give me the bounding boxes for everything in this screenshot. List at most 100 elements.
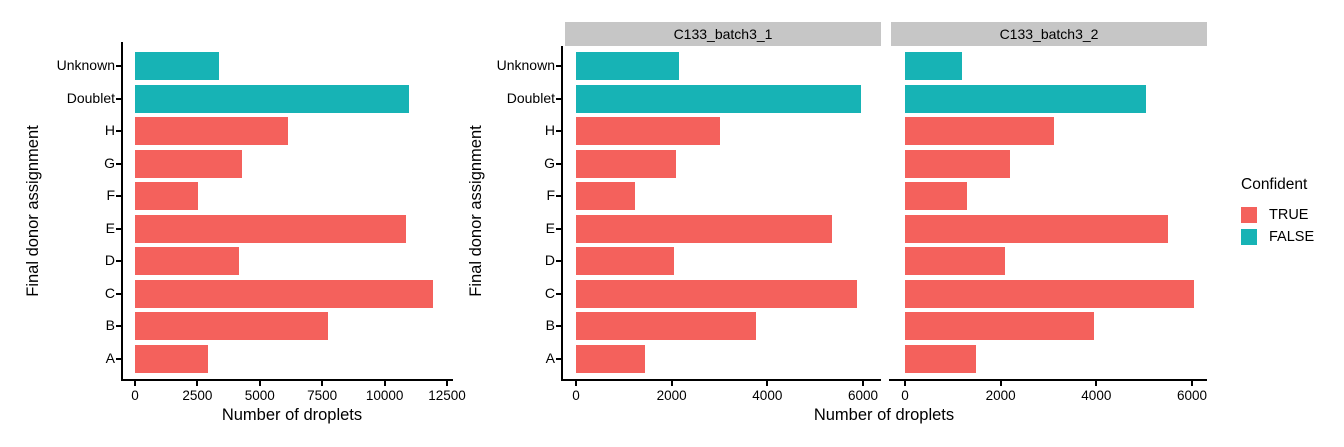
legend-label-true: TRUE (1269, 207, 1309, 223)
x-tick-label-0: 0 (901, 388, 909, 403)
y-tick-label-E: E (545, 219, 555, 236)
y-tick-label-A: A (105, 349, 115, 366)
x-axis-line (889, 379, 1207, 381)
bar-C133_batch3_1-B (576, 312, 756, 341)
x-tick-mark (766, 381, 769, 386)
y-tick-label-D: D (104, 252, 115, 269)
x-tick-label-7500: 7500 (307, 388, 338, 403)
bar-C133_batch3_2-G (905, 149, 1010, 178)
y-tick-mark (116, 227, 121, 230)
y-tick-label-G: G (104, 154, 115, 171)
bar-C133_batch3_2-H (905, 117, 1054, 146)
y-tick-mark (556, 162, 561, 165)
x-tick-mark (383, 381, 386, 386)
x-tick-mark (258, 381, 261, 386)
bar-C133_batch3_1-A (576, 344, 645, 373)
x-tick-mark (575, 381, 577, 386)
y-tick-label-H: H (544, 122, 555, 139)
y-tick-mark (116, 97, 121, 100)
bar-C133_batch3_2-B (905, 312, 1094, 341)
x-tick-label-6000: 6000 (847, 388, 879, 403)
y-tick-label-Doublet: Doublet (506, 89, 555, 106)
x-tick-label-12500: 12500 (428, 388, 466, 403)
bar-C133_batch3_1-E (576, 214, 832, 243)
y-tick-mark (116, 292, 121, 295)
y-tick-mark (556, 97, 561, 100)
x-axis-line (121, 379, 453, 381)
x-tick-label-4000: 4000 (1081, 388, 1112, 403)
bar-all-G (135, 149, 242, 178)
y-axis-title-facet-panel: Final donor assignment (467, 125, 485, 297)
bar-all-Doublet (135, 84, 409, 113)
y-tick-label-Unknown: Unknown (56, 57, 115, 73)
bar-C133_batch3_1-Unknown (576, 52, 679, 80)
y-tick-label-H: H (104, 122, 115, 139)
y-tick-mark (116, 195, 121, 198)
y-tick-label-B: B (545, 317, 555, 334)
legend-swatch-true-icon (1241, 207, 1257, 223)
bar-all-Unknown (135, 52, 219, 80)
y-tick-label-C: C (104, 284, 115, 301)
y-tick-mark (116, 162, 121, 165)
x-tick-label-0: 0 (572, 388, 580, 403)
y-tick-label-C: C (544, 284, 555, 301)
x-tick-label-6000: 6000 (1176, 388, 1208, 403)
bar-C133_batch3_2-C (905, 279, 1194, 308)
bar-C133_batch3_2-A (905, 344, 976, 373)
x-tick-mark (134, 381, 136, 386)
bar-all-B (135, 312, 328, 341)
x-tick-mark (1191, 381, 1193, 386)
x-axis-line (561, 379, 881, 381)
y-tick-label-Unknown: Unknown (496, 57, 555, 73)
y-tick-mark (556, 227, 561, 230)
bar-all-F (135, 182, 198, 211)
x-tick-label-2500: 2500 (182, 388, 213, 403)
bar-all-D (135, 247, 239, 276)
x-tick-label-0: 0 (131, 388, 139, 403)
y-tick-label-E: E (105, 219, 115, 236)
y-tick-mark (556, 65, 561, 67)
y-tick-mark (116, 130, 121, 133)
x-tick-mark (670, 381, 673, 386)
y-tick-mark (116, 65, 121, 67)
y-tick-mark (116, 325, 121, 328)
bar-C133_batch3_2-E (905, 214, 1168, 243)
bar-C133_batch3_1-F (576, 182, 635, 211)
x-tick-mark (862, 381, 864, 386)
legend-label-false: FALSE (1269, 229, 1315, 245)
y-tick-mark (556, 357, 561, 360)
x-tick-mark (196, 381, 199, 386)
x-tick-label-5000: 5000 (244, 388, 275, 403)
bar-C133_batch3_1-C (576, 279, 857, 308)
y-tick-label-B: B (105, 317, 115, 334)
legend-entry-false: FALSE (1241, 229, 1314, 245)
y-tick-mark (116, 357, 121, 360)
x-tick-label-10000: 10000 (365, 388, 404, 403)
y-tick-mark (556, 130, 561, 133)
x-tick-mark (446, 381, 448, 386)
legend-title: Confident (1241, 176, 1308, 193)
y-tick-label-D: D (544, 252, 555, 269)
y-tick-mark (556, 292, 561, 295)
facet-strip-C133_batch3_1: C133_batch3_1 (565, 22, 881, 46)
x-tick-label-4000: 4000 (752, 388, 783, 403)
x-tick-mark (1095, 381, 1098, 386)
y-axis-title-left-panel: Final donor assignment (24, 125, 42, 297)
x-tick-label-2000: 2000 (656, 388, 687, 403)
legend-swatch-false-icon (1241, 229, 1257, 245)
y-tick-label-F: F (106, 187, 115, 204)
bar-all-A (135, 344, 208, 373)
y-tick-mark (556, 260, 561, 263)
bar-all-C (135, 279, 433, 308)
x-tick-mark (904, 381, 906, 386)
y-tick-mark (556, 325, 561, 328)
bar-C133_batch3_1-Doublet (576, 84, 861, 113)
x-axis-title-left-panel: Number of droplets (221, 406, 363, 424)
x-tick-mark (321, 381, 324, 386)
x-tick-label-2000: 2000 (985, 388, 1016, 403)
y-tick-label-G: G (544, 154, 555, 171)
y-tick-label-Doublet: Doublet (66, 89, 115, 106)
bar-C133_batch3_2-D (905, 247, 1005, 276)
y-tick-label-F: F (546, 187, 555, 204)
